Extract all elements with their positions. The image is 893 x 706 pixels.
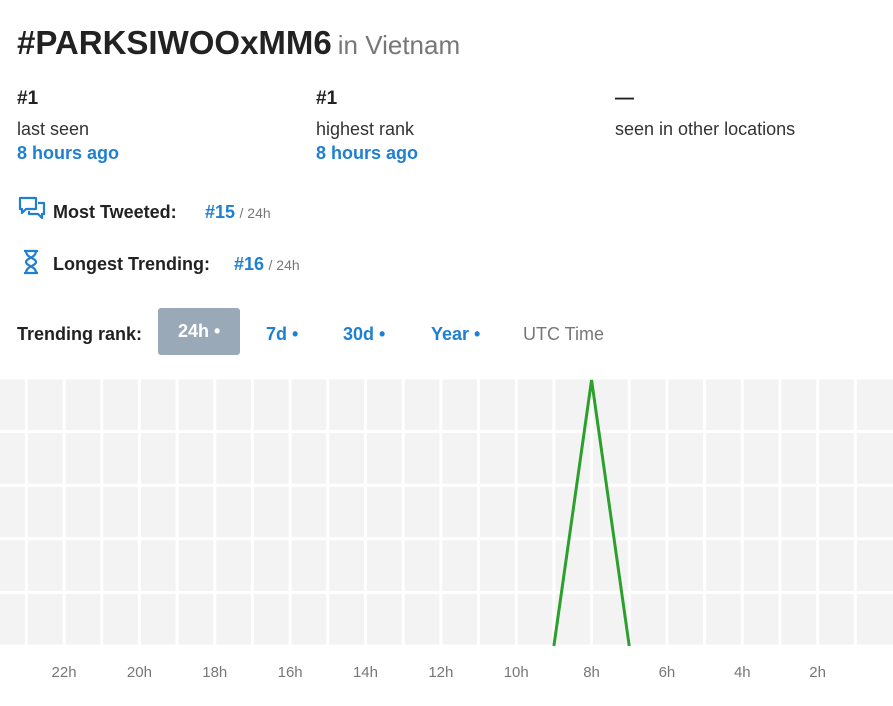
- record-rank-value[interactable]: #15: [205, 202, 236, 222]
- stat-value: #1: [17, 88, 39, 109]
- plot-background: [0, 378, 893, 646]
- title: #PARKSIWOOxMM6 in Vietnam: [17, 24, 460, 62]
- x-tick-label: 12h: [428, 664, 453, 681]
- x-tick-label: 22h: [52, 664, 77, 681]
- record-label: Longest Trending:: [53, 254, 210, 274]
- hashtag: #PARKSIWOOxMM6: [17, 24, 332, 61]
- record-rank: #15 / 24h: [205, 202, 271, 223]
- record-rank: #16 / 24h: [234, 254, 300, 275]
- tab[interactable]: 30d •: [343, 324, 386, 344]
- tab[interactable]: 24h •: [158, 308, 241, 355]
- trend-line: [552, 379, 631, 647]
- record-label: Most Tweeted:: [53, 202, 177, 222]
- x-tick-label: 20h: [127, 664, 152, 681]
- stat-value: —: [615, 88, 634, 109]
- x-tick-label: 10h: [504, 664, 529, 681]
- stat-time[interactable]: 8 hours ago: [316, 143, 419, 163]
- hourglass-icon: [24, 249, 38, 275]
- x-tick-label: 2h: [809, 664, 826, 681]
- stat-time[interactable]: 8 hours ago: [17, 143, 120, 163]
- chart: 22h 20h 18h 16h 14h 12h 10h 8h 6h 4h 2h: [0, 376, 893, 681]
- x-tick-label: 8h: [583, 664, 600, 681]
- record-rank-value[interactable]: #16: [234, 254, 265, 274]
- tweets-icon: [18, 196, 46, 220]
- x-tick-label: 18h: [202, 664, 227, 681]
- x-tick-label: 4h: [734, 664, 751, 681]
- x-tick-label: 6h: [659, 664, 676, 681]
- stat-label: highest rank: [316, 119, 415, 139]
- record-row: Longest Trending:: [53, 254, 210, 275]
- location: in Vietnam: [337, 30, 461, 60]
- record-period: / 24h: [239, 205, 271, 221]
- stat-label: seen in other locations: [615, 119, 796, 139]
- tab[interactable]: 7d •: [266, 324, 299, 344]
- record-row: Most Tweeted:: [53, 202, 177, 223]
- timezone[interactable]: UTC Time: [523, 324, 604, 344]
- tabs-label: Trending rank:: [17, 324, 143, 344]
- stat-value: #1: [316, 88, 338, 109]
- x-tick-label: 14h: [353, 664, 378, 681]
- record-period: / 24h: [268, 257, 300, 273]
- stat-label: last seen: [17, 119, 90, 139]
- x-tick-label: 16h: [278, 664, 303, 681]
- tab[interactable]: Year •: [431, 324, 481, 344]
